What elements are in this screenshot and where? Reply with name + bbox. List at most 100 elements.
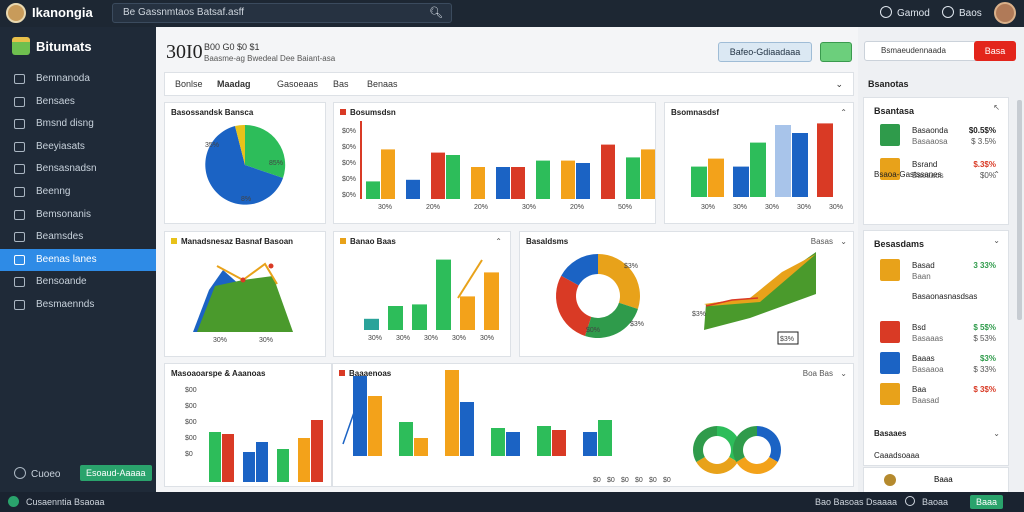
- topbar-item-1[interactable]: Gamod: [880, 6, 930, 19]
- bar: [368, 396, 382, 456]
- sidebar-item-label: Beamsdes: [36, 231, 84, 243]
- sidebar-item[interactable]: Bemsonanis: [0, 204, 156, 226]
- status-button[interactable]: Baaa: [970, 495, 1004, 509]
- legend-square-icon: [340, 109, 346, 115]
- card-bar-chart-2: Bsomnasdsf ⌃ 30% 30% 30% 30% 30%: [664, 102, 854, 224]
- legend-square-icon: [339, 370, 345, 376]
- tab-1[interactable]: Maadag: [217, 79, 251, 89]
- sidebar-item[interactable]: Bensaes: [0, 91, 156, 113]
- data-point: [268, 263, 274, 269]
- x-tick-label: $0: [621, 477, 629, 484]
- sidebar-item[interactable]: Beenng: [0, 181, 156, 203]
- right-card-1: Bsantasa ↖ Basaonda Basaaosa $0.5$% $ 3.5% B…: [863, 97, 1009, 225]
- chevron-up-icon[interactable]: ⌃: [495, 237, 502, 246]
- main-content: 30I0 B00 G0 $0 $1 Baasme-ag Bwedeal Dee …: [156, 27, 858, 492]
- sidebar-badge[interactable]: Esoaud-Aaaaa: [80, 465, 152, 481]
- filter-dropdown[interactable]: Boa Bas: [802, 369, 833, 378]
- right-list-item[interactable]: Basaonda Basaaosa $0.5$% $ 3.5%: [864, 122, 1010, 150]
- bar: [691, 166, 707, 197]
- x-tick-label: 30%: [368, 335, 382, 342]
- scrollbar[interactable]: [1017, 100, 1022, 320]
- expand-icon[interactable]: ↖: [993, 103, 1000, 112]
- circle-icon: [880, 6, 892, 18]
- pie-chart: 35% 85% 8%: [205, 124, 286, 205]
- tab-bar: Bonlse Maadag Gasoeaas Bas Benaas ⌄: [164, 72, 854, 96]
- item-subvalue: $0%: [979, 171, 996, 180]
- card-title: Basaldsms: [526, 237, 569, 246]
- right-action-button[interactable]: Basa: [974, 41, 1016, 61]
- sidebar-item[interactable]: Beeyiasats: [0, 136, 156, 158]
- sidebar-item[interactable]: Beenas lanes: [0, 248, 156, 271]
- tab-4[interactable]: Benaas: [367, 79, 398, 89]
- sidebar-item[interactable]: Besmaennds: [0, 294, 156, 316]
- filter-dropdown[interactable]: Basas: [810, 237, 833, 246]
- search-icon[interactable]: 🔍︎: [429, 7, 443, 19]
- sidebar-item[interactable]: Bmsnd disng: [0, 113, 156, 135]
- bar: [353, 376, 367, 456]
- info-icon[interactable]: [905, 496, 915, 506]
- right-footer-card: Baaa: [863, 467, 1009, 493]
- tab-0[interactable]: Bonlse: [175, 79, 203, 89]
- sidebar-item-label: Bensoande: [36, 276, 87, 288]
- y-tick-label: $00: [185, 419, 197, 426]
- ring-slice: [736, 457, 778, 474]
- status-link-2[interactable]: Baoaa: [922, 497, 949, 507]
- nav-icon: [14, 164, 25, 175]
- page-title: 30I0: [166, 41, 203, 63]
- toggle-button[interactable]: [820, 42, 852, 62]
- right-card-title: Besasdams: [874, 239, 925, 249]
- item-icon: [880, 259, 900, 281]
- sidebar-bottom-label[interactable]: Cuoeo: [14, 467, 60, 480]
- status-link[interactable]: Bao Basoas Dsaaaa: [815, 497, 898, 507]
- tab-2[interactable]: Gasoeaas: [277, 79, 319, 89]
- header-action-button[interactable]: Bafeo-Gdiaadaaa: [718, 42, 812, 62]
- bar: [366, 181, 380, 199]
- chevron-up-icon[interactable]: ⌃: [840, 108, 847, 117]
- bar: [576, 163, 590, 199]
- chevron-down-icon[interactable]: ⌄: [835, 79, 843, 89]
- card-title: Banao Baas: [340, 237, 396, 246]
- right-list-item[interactable]: Baa Baasad $ 3$%: [864, 381, 1010, 409]
- y-tick-label: $00: [185, 387, 197, 394]
- pie-slice-green: [245, 124, 286, 178]
- x-tick-label: $0: [607, 477, 615, 484]
- x-tick-label: 30%: [259, 337, 273, 344]
- legend-square-icon: [340, 238, 346, 244]
- right-list-item[interactable]: Bsrand Baoaaos $.3$% $0%: [864, 156, 1010, 184]
- pie-label-1: 35%: [205, 142, 219, 149]
- tab-3[interactable]: Bas: [333, 79, 349, 89]
- sidebar-item-label: Besmaennds: [36, 299, 95, 310]
- nav-icon: [14, 209, 25, 220]
- topbar-item-2[interactable]: Baos: [942, 6, 982, 19]
- chevron-down-icon[interactable]: ⌄: [993, 236, 1000, 245]
- sidebar-brand[interactable]: Bitumats: [12, 37, 92, 55]
- page-subtitle: B00 G0 $0 $1: [204, 42, 260, 52]
- settings-icon: [14, 467, 26, 479]
- item-value: $0.5$%: [968, 126, 996, 135]
- chevron-up-icon[interactable]: ⌃: [993, 170, 1000, 179]
- sidebar-item[interactable]: Beamsdes: [0, 226, 156, 248]
- nav-icon: [14, 96, 25, 107]
- right-list-item[interactable]: Bsd Basaaas $ 5$% $ 53%: [864, 319, 1010, 347]
- sidebar-item[interactable]: Bensasnadsn: [0, 158, 156, 180]
- chevron-down-icon[interactable]: ⌄: [993, 429, 1000, 438]
- item-value: $3%: [979, 354, 996, 363]
- axis-line: [360, 121, 362, 199]
- sidebar: Bitumats Bemnanoda Bensaes Bmsnd disng Beey…: [0, 27, 156, 492]
- nav-icon: [14, 141, 25, 152]
- right-section-heading: Bsanotas: [868, 79, 909, 89]
- bar: [414, 438, 428, 456]
- right-list-item[interactable]: Basaonasnasdsas: [864, 288, 1010, 316]
- chevron-down-icon[interactable]: ⌄: [840, 369, 847, 378]
- search-bar[interactable]: Be Gassnmtaos Batsaf.asff 🔍︎: [112, 3, 452, 23]
- chevron-down-icon[interactable]: ⌄: [840, 237, 847, 246]
- logo-avatar[interactable]: [6, 3, 26, 23]
- sidebar-item-label: Bemnanoda: [36, 73, 90, 84]
- card-title: Bosumsdsn: [340, 108, 396, 117]
- right-list-item[interactable]: Baaas Basaaoa $3% $ 33%: [864, 350, 1010, 378]
- sidebar-item[interactable]: Bensoande: [0, 271, 156, 293]
- sidebar-item[interactable]: Bemnanoda: [0, 68, 156, 90]
- status-bar: Cusaenntia Bsaoaa Bao Basoas Dsaaaa Baoa…: [0, 492, 1024, 512]
- right-list-item[interactable]: Basad Baan 3 33%: [864, 257, 1010, 285]
- user-avatar[interactable]: [994, 2, 1016, 24]
